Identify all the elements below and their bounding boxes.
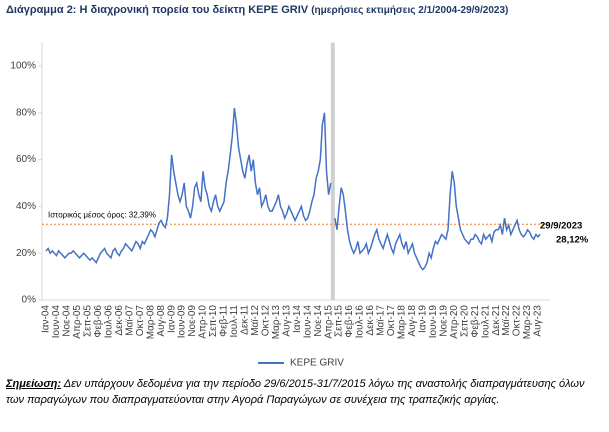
x-tick-label: Μαϊ-07 bbox=[124, 305, 135, 336]
x-tick-label: Φεβ-16 bbox=[344, 305, 355, 338]
x-tick-label: Αυγ-18 bbox=[407, 305, 418, 337]
x-tick-label: Φεβ-06 bbox=[93, 305, 104, 338]
x-tick-label: Ιουλ-16 bbox=[355, 305, 366, 339]
mean-label: Ιστορικός μέσος όρος: 32,39% bbox=[48, 210, 156, 219]
x-tick-label: Ιαν-19 bbox=[417, 305, 428, 333]
x-tick-label: Απρ-05 bbox=[72, 305, 83, 339]
x-tick-label: Απρ-15 bbox=[323, 305, 334, 339]
x-tick-label: Αυγ-08 bbox=[156, 305, 167, 337]
x-tick-label: Νοε-09 bbox=[187, 305, 198, 337]
no-data-band bbox=[330, 42, 335, 300]
y-tick-label: 100% bbox=[10, 61, 36, 72]
end-value: 28,12% bbox=[556, 235, 589, 246]
x-tick-label: Οκτ-22 bbox=[512, 305, 523, 337]
x-tick-label: Σεπ-05 bbox=[83, 305, 94, 337]
x-tick-label: Ιουν-19 bbox=[428, 305, 439, 339]
x-tick-label: Οκτ-07 bbox=[135, 305, 146, 337]
y-tick-label: 20% bbox=[16, 248, 36, 259]
x-tick-label: Αυγ-13 bbox=[281, 305, 292, 337]
x-tick-label: Οκτ-12 bbox=[260, 305, 271, 337]
y-tick-label: 60% bbox=[16, 154, 36, 165]
x-tick-label: Ιουν-04 bbox=[51, 305, 62, 339]
chart-title: Διάγραμμα 2: Η διαχρονική πορεία του δεί… bbox=[6, 4, 508, 16]
y-tick-label: 80% bbox=[16, 107, 36, 118]
x-tick-label: Απρ-10 bbox=[198, 305, 209, 339]
subtitle: (ημερήσιες εκτιμήσεις 2/1/2004-29/9/2023… bbox=[311, 5, 508, 16]
x-tick-label: Ιαν-09 bbox=[166, 305, 177, 333]
x-tick-label: Μαρ-13 bbox=[271, 305, 282, 340]
x-tick-label: Μαϊ-17 bbox=[376, 305, 387, 336]
line-series bbox=[334, 171, 541, 271]
x-tick-label: Ιουν-09 bbox=[177, 305, 188, 339]
x-tick-label: Ιαν-04 bbox=[41, 305, 52, 333]
chart: Διάγραμμα 2: Η διαχρονική πορεία του δεί… bbox=[6, 4, 589, 369]
x-tick-label: Μαϊ-22 bbox=[501, 305, 512, 336]
x-tick-label: Μαϊ-12 bbox=[250, 305, 261, 336]
line-series bbox=[45, 108, 332, 265]
x-tick-label: Φεβ-21 bbox=[470, 305, 481, 338]
x-tick-label: Αυγ-23 bbox=[533, 305, 544, 337]
x-tick-label: Σεπ-20 bbox=[459, 305, 470, 337]
x-tick-label: Φεβ-11 bbox=[219, 305, 230, 337]
x-tick-label: Απρ-20 bbox=[449, 305, 460, 339]
x-tick-label: Οκτ-17 bbox=[386, 305, 397, 337]
x-tick-label: Σεπ-10 bbox=[208, 305, 219, 337]
x-tick-label: Δεκ-06 bbox=[114, 305, 125, 336]
note-text: Δεν υπάρχουν δεδομένα για την περίοδο 29… bbox=[6, 378, 585, 406]
x-tick-label: Δεκ-21 bbox=[491, 305, 502, 336]
x-tick-label: Μαρ-08 bbox=[145, 305, 156, 340]
x-tick-label: Νοε-04 bbox=[62, 305, 73, 337]
title: Διάγραμμα 2: Η διαχρονική πορεία του δεί… bbox=[6, 4, 309, 16]
x-tick-label: Νοε-14 bbox=[313, 305, 324, 337]
x-tick-label: Ιαν-14 bbox=[292, 305, 303, 333]
x-tick-label: Μαρ-23 bbox=[522, 305, 533, 340]
end-date: 29/9/2023 bbox=[540, 221, 582, 232]
x-tick-label: Ιουλ-06 bbox=[103, 305, 114, 339]
x-tick-label: Σεπ-15 bbox=[334, 305, 345, 337]
y-tick-label: 0% bbox=[22, 295, 37, 306]
x-tick-label: Ιουν-14 bbox=[302, 305, 313, 339]
x-tick-label: Ιουλ-21 bbox=[480, 305, 491, 339]
x-tick-label: Δεκ-11 bbox=[240, 305, 251, 335]
x-tick-label: Ιουλ-11 bbox=[229, 305, 240, 338]
x-tick-label: Νοε-19 bbox=[438, 305, 449, 337]
y-tick-label: 40% bbox=[16, 201, 36, 212]
note-label: Σημείωση: bbox=[6, 378, 62, 390]
legend-label: ΚΕΡΕ GRIV bbox=[290, 358, 344, 369]
x-tick-label: Δεκ-16 bbox=[365, 305, 376, 336]
x-tick-label: Μαρ-18 bbox=[397, 305, 408, 340]
note: Σημείωση: Δεν υπάρχουν δεδομένα για την … bbox=[6, 376, 601, 408]
